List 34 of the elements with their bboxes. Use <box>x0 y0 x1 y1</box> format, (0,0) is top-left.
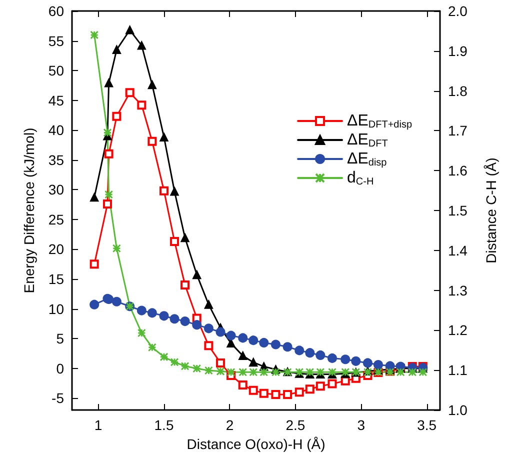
x-tick-label: 3.5 <box>417 417 437 433</box>
y-axis-title: Energy Difference (kJ/mol) <box>21 128 37 294</box>
y-tick-label: 45 <box>48 92 64 108</box>
y2-tick-label: 1.9 <box>448 42 468 59</box>
x-tick-label: 2 <box>226 417 234 433</box>
y2-tick-label: 1.5 <box>448 202 468 218</box>
y2-tick-label: 2.0 <box>448 3 468 19</box>
y2-tick-label: 1.1 <box>448 362 468 378</box>
y-tick-label: 20 <box>48 241 64 258</box>
y-tick-label: 60 <box>48 3 64 19</box>
y-tick-label: 55 <box>48 32 64 49</box>
y-tick-label: 35 <box>48 152 64 168</box>
y-tick-label: 40 <box>48 122 64 138</box>
x-tick-label: 2.5 <box>286 417 306 433</box>
y2-axis-title: Distance C-H (Å) <box>483 158 499 264</box>
x-tick-label: 1 <box>94 417 102 433</box>
y-tick-label: 10 <box>48 300 64 317</box>
y-tick-label: -5 <box>52 390 64 406</box>
y2-tick-label: 1.3 <box>448 282 468 298</box>
y2-tick-label: 1.2 <box>448 322 468 338</box>
x-tick-label: 1.5 <box>154 417 174 433</box>
y-tick-label: 5 <box>56 330 64 347</box>
y-tick-label: 0 <box>56 360 64 376</box>
y2-tick-label: 1.0 <box>448 402 468 418</box>
y2-tick-label: 1.8 <box>448 82 468 99</box>
x-tick-label: 3 <box>357 417 366 433</box>
y2-tick-label: 1.6 <box>448 162 468 179</box>
y-tick-label: 25 <box>48 211 64 228</box>
x-axis-title: Distance O(oxo)-H (Å) <box>186 436 326 452</box>
y2-tick-label: 1.7 <box>448 122 468 139</box>
y-tick-label: 15 <box>48 270 64 287</box>
y-tick-label: 30 <box>48 182 64 198</box>
y-tick-label: 50 <box>48 62 64 79</box>
y2-tick-label: 1.4 <box>448 242 468 258</box>
